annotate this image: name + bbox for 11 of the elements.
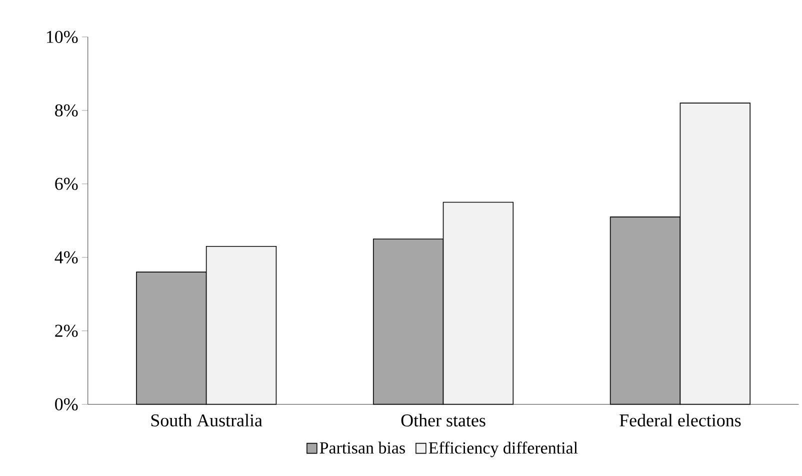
x-tick-label: Other states xyxy=(401,414,486,426)
y-tick-label: 4% xyxy=(54,251,78,264)
y-tick-label: 10% xyxy=(46,30,78,43)
y-tick-label: 2% xyxy=(55,324,78,337)
legend-label: Efficiency differential xyxy=(428,441,578,458)
y-tick-label: 8% xyxy=(55,104,78,116)
x-tick-label: South Australia xyxy=(151,414,262,426)
x-tick-label: Federal elections xyxy=(620,414,741,426)
legend-label: Partisan bias xyxy=(320,442,405,454)
y-tick-label: 0% xyxy=(55,398,78,410)
y-tick-label: 6% xyxy=(55,178,78,190)
